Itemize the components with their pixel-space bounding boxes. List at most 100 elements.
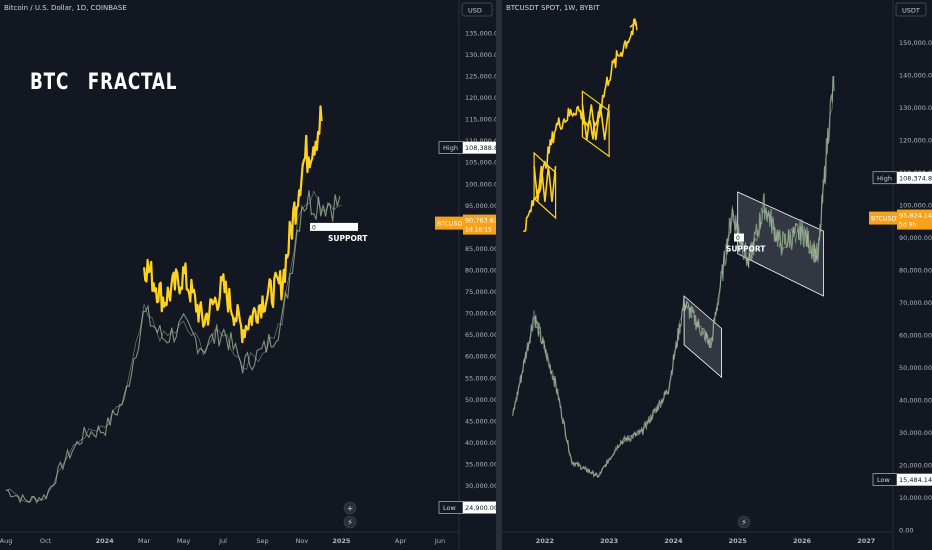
x-tick-label: 2024 <box>664 537 683 545</box>
y-tick-label: 70,000.00 <box>899 299 932 307</box>
price-value: 90,763.67 <box>465 217 496 225</box>
fractal-arrow-head <box>629 20 638 31</box>
left-chart-title: Bitcoin / U.S. Dollar, 1D, COINBASE <box>4 4 127 12</box>
lightning-icon <box>737 515 751 529</box>
x-tick-label: 2026 <box>793 537 812 545</box>
y-tick-label: 55,000.00 <box>465 374 496 382</box>
y-tick-label: 50,000.00 <box>465 396 496 404</box>
left-chart-panel[interactable]: 135,000.00 130,000.00 125,000.00 120,000.00… <box>0 0 496 550</box>
y-tick-label: 125,000.00 <box>465 73 496 81</box>
price-series-line <box>512 75 835 479</box>
fractal-overlay-line <box>522 18 637 233</box>
price-value-box <box>897 209 932 230</box>
lightning-icon-glyph: ⚡ <box>347 518 353 527</box>
low-value-box <box>463 501 496 514</box>
y-tick-label: 130,000.00 <box>899 104 932 112</box>
price-symbol-box <box>869 211 897 225</box>
y-tick-label: 75,000.00 <box>465 288 496 296</box>
support-tag: 0 <box>312 224 316 231</box>
price-symbol: BTCUSD <box>437 221 462 228</box>
currency-label: USDT <box>902 7 920 15</box>
panel-divider[interactable] <box>496 0 502 550</box>
lightning-icon-glyph: ⚡ <box>741 518 747 527</box>
y-tick-label: 80,000.00 <box>465 267 496 275</box>
high-value: 108,374.89 <box>899 174 932 182</box>
x-tick-label: 2023 <box>600 537 618 545</box>
price-symbol-box <box>435 216 463 230</box>
price-countdown: 5d 9h <box>899 222 916 229</box>
price-value: 95,824.14 <box>899 212 932 220</box>
x-tick-label: 2025 <box>332 537 351 545</box>
price-series-wicks <box>5 190 342 504</box>
y-tick-label: 65,000.00 <box>465 331 496 339</box>
high-tag-label: High <box>877 174 892 182</box>
low-tag-label: Low <box>877 476 890 484</box>
fractal-zigzag-2-box <box>581 90 610 158</box>
support-label: SUPPORT <box>328 234 368 243</box>
x-tick-label: Oct <box>40 537 52 545</box>
support-box <box>310 222 358 231</box>
y-tick-label: 140,000.00 <box>899 72 932 80</box>
y-tick-label: 0.00 <box>899 527 913 535</box>
y-tick-label: 150,000.00 <box>899 39 932 47</box>
right-chart-panel[interactable]: 150,000.00 140,000.00 130,000.00 120,000.00… <box>502 0 932 550</box>
support-label: SUPPORT <box>726 245 766 254</box>
low-value: 24,900.00 <box>465 504 496 512</box>
x-tick-label: 2024 <box>96 537 115 545</box>
lightning-icon <box>343 515 357 529</box>
support-tag: 0 <box>736 235 740 242</box>
y-tick-label: 100,000.00 <box>899 202 932 210</box>
left-chart-svg[interactable]: 135,000.00 130,000.00 125,000.00 120,000.00… <box>0 0 496 550</box>
y-tick-label: 40,000.00 <box>899 397 932 405</box>
y-tick-label: 95,000.00 <box>465 202 496 210</box>
y-tick-label: 105,000.00 <box>465 159 496 167</box>
low-value-box <box>897 473 932 486</box>
right-chart-svg[interactable]: 150,000.00 140,000.00 130,000.00 120,000.00… <box>502 0 932 550</box>
x-tick-label: Sep <box>256 537 268 545</box>
right-chart-title: BTCUSDT SPOT, 1W, BYBIT <box>506 4 600 12</box>
y-tick-label: 135,000.00 <box>465 29 496 37</box>
y-tick-label: 40,000.00 <box>465 439 496 447</box>
y-tick-label: 10,000.00 <box>899 494 932 502</box>
y-tick-label: 130,000.00 <box>465 51 496 59</box>
y-tick-label: 45,000.00 <box>465 417 496 425</box>
currency-label: USD <box>468 7 482 15</box>
fractal-headline: BTC FRACTAL <box>30 70 178 95</box>
y-tick-label: 90,000.00 <box>899 234 932 242</box>
y-tick-label: 60,000.00 <box>465 353 496 361</box>
low-tag-label: Low <box>443 504 456 512</box>
currency-box <box>461 2 493 17</box>
y-tick-label: 110,000.00 <box>465 137 496 145</box>
y-tick-label: 120,000.00 <box>465 94 496 102</box>
x-tick-label: Nov <box>296 537 309 545</box>
price-series-wicks <box>512 75 835 477</box>
price-value-box <box>463 214 496 235</box>
x-tick-label: Jul <box>218 537 227 545</box>
x-tick-label: Apr <box>395 537 407 545</box>
high-value-box <box>897 171 932 184</box>
high-value: 108,388.88 <box>465 144 496 152</box>
fractal-zigzag-1 <box>533 165 557 202</box>
price-countdown: 1d 18:15 <box>465 227 492 234</box>
high-value-box <box>463 141 496 154</box>
fractal-overlay-line <box>143 105 323 344</box>
price-symbol: BTCUSDT <box>871 216 900 223</box>
currency-box <box>895 2 927 17</box>
y-tick-label: 80,000.00 <box>899 267 932 275</box>
low-value: 15,484.14 <box>899 476 932 484</box>
x-tick-label: 2027 <box>857 537 875 545</box>
y-tick-label: 50,000.00 <box>899 364 932 372</box>
x-tick-label: Mar <box>138 537 151 545</box>
y-tick-label: 100,000.00 <box>465 180 496 188</box>
y-tick-label: 120,000.00 <box>899 137 932 145</box>
price-series-line <box>5 190 341 504</box>
x-tick-label: Jun <box>434 537 445 545</box>
plus-circle-icon <box>343 501 357 515</box>
x-tick-label: 2022 <box>536 537 554 545</box>
y-tick-label: 60,000.00 <box>899 332 932 340</box>
fractal-zigzag-2 <box>581 104 610 141</box>
y-tick-label: 35,000.00 <box>465 460 496 468</box>
support-box <box>734 233 744 242</box>
x-tick-label: May <box>177 537 191 545</box>
y-tick-label: 30,000.00 <box>899 429 932 437</box>
